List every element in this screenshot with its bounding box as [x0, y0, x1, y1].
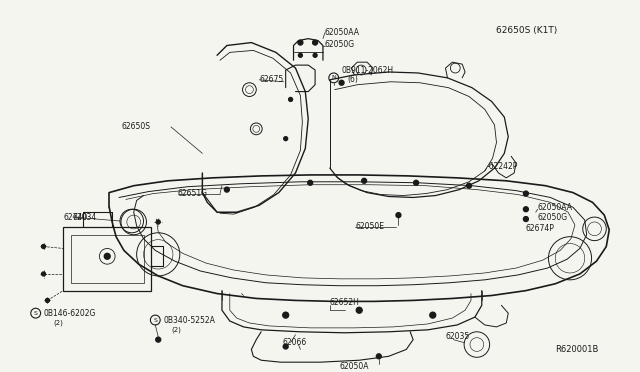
Text: 0B911-2062H: 0B911-2062H: [342, 65, 394, 74]
Text: 0B146-6202G: 0B146-6202G: [44, 309, 96, 318]
Text: 62050G: 62050G: [538, 212, 568, 222]
Text: 62035: 62035: [445, 332, 470, 341]
Circle shape: [313, 53, 317, 57]
Text: -62242P: -62242P: [486, 161, 518, 171]
Circle shape: [356, 307, 362, 313]
Circle shape: [284, 344, 288, 349]
Circle shape: [104, 253, 110, 259]
Circle shape: [156, 337, 161, 342]
Text: S: S: [154, 318, 157, 323]
Circle shape: [42, 244, 45, 248]
Circle shape: [284, 137, 287, 141]
Circle shape: [298, 40, 303, 45]
Text: 62050AA: 62050AA: [538, 203, 573, 212]
Text: 62674P: 62674P: [526, 224, 555, 233]
Text: (2): (2): [171, 327, 181, 333]
Circle shape: [289, 97, 292, 102]
Circle shape: [313, 40, 317, 45]
Text: (2): (2): [53, 320, 63, 326]
Circle shape: [413, 180, 419, 185]
Text: 62034: 62034: [73, 212, 97, 222]
Text: 62050G: 62050G: [325, 40, 355, 49]
Text: 62650S: 62650S: [122, 122, 151, 131]
Circle shape: [467, 183, 472, 188]
Text: 62652H: 62652H: [330, 298, 360, 307]
Text: 62050A: 62050A: [340, 362, 369, 371]
Text: 62050AA: 62050AA: [325, 28, 360, 37]
Bar: [63, 227, 152, 291]
Text: 62651G: 62651G: [178, 189, 208, 198]
Circle shape: [45, 298, 49, 302]
Text: S: S: [34, 311, 38, 316]
Text: 62675: 62675: [259, 75, 284, 84]
Circle shape: [524, 217, 529, 221]
Text: 0B340-5252A: 0B340-5252A: [163, 315, 215, 324]
Text: 62650S (K1T): 62650S (K1T): [497, 26, 557, 35]
Bar: [71, 235, 143, 283]
Circle shape: [298, 53, 302, 57]
Text: R620001B: R620001B: [556, 345, 598, 354]
Circle shape: [156, 220, 160, 224]
Text: (6): (6): [348, 75, 358, 84]
Circle shape: [308, 180, 313, 185]
Text: 62740: 62740: [63, 212, 88, 222]
Circle shape: [524, 207, 529, 212]
Circle shape: [283, 312, 289, 318]
Circle shape: [225, 187, 229, 192]
Circle shape: [396, 213, 401, 218]
Circle shape: [524, 191, 529, 196]
Text: 62050E: 62050E: [355, 222, 384, 231]
Circle shape: [376, 354, 381, 359]
Circle shape: [42, 272, 45, 276]
Circle shape: [430, 312, 436, 318]
Text: N: N: [332, 76, 336, 80]
Text: 62066: 62066: [283, 338, 307, 347]
Circle shape: [339, 80, 344, 85]
Circle shape: [362, 178, 367, 183]
